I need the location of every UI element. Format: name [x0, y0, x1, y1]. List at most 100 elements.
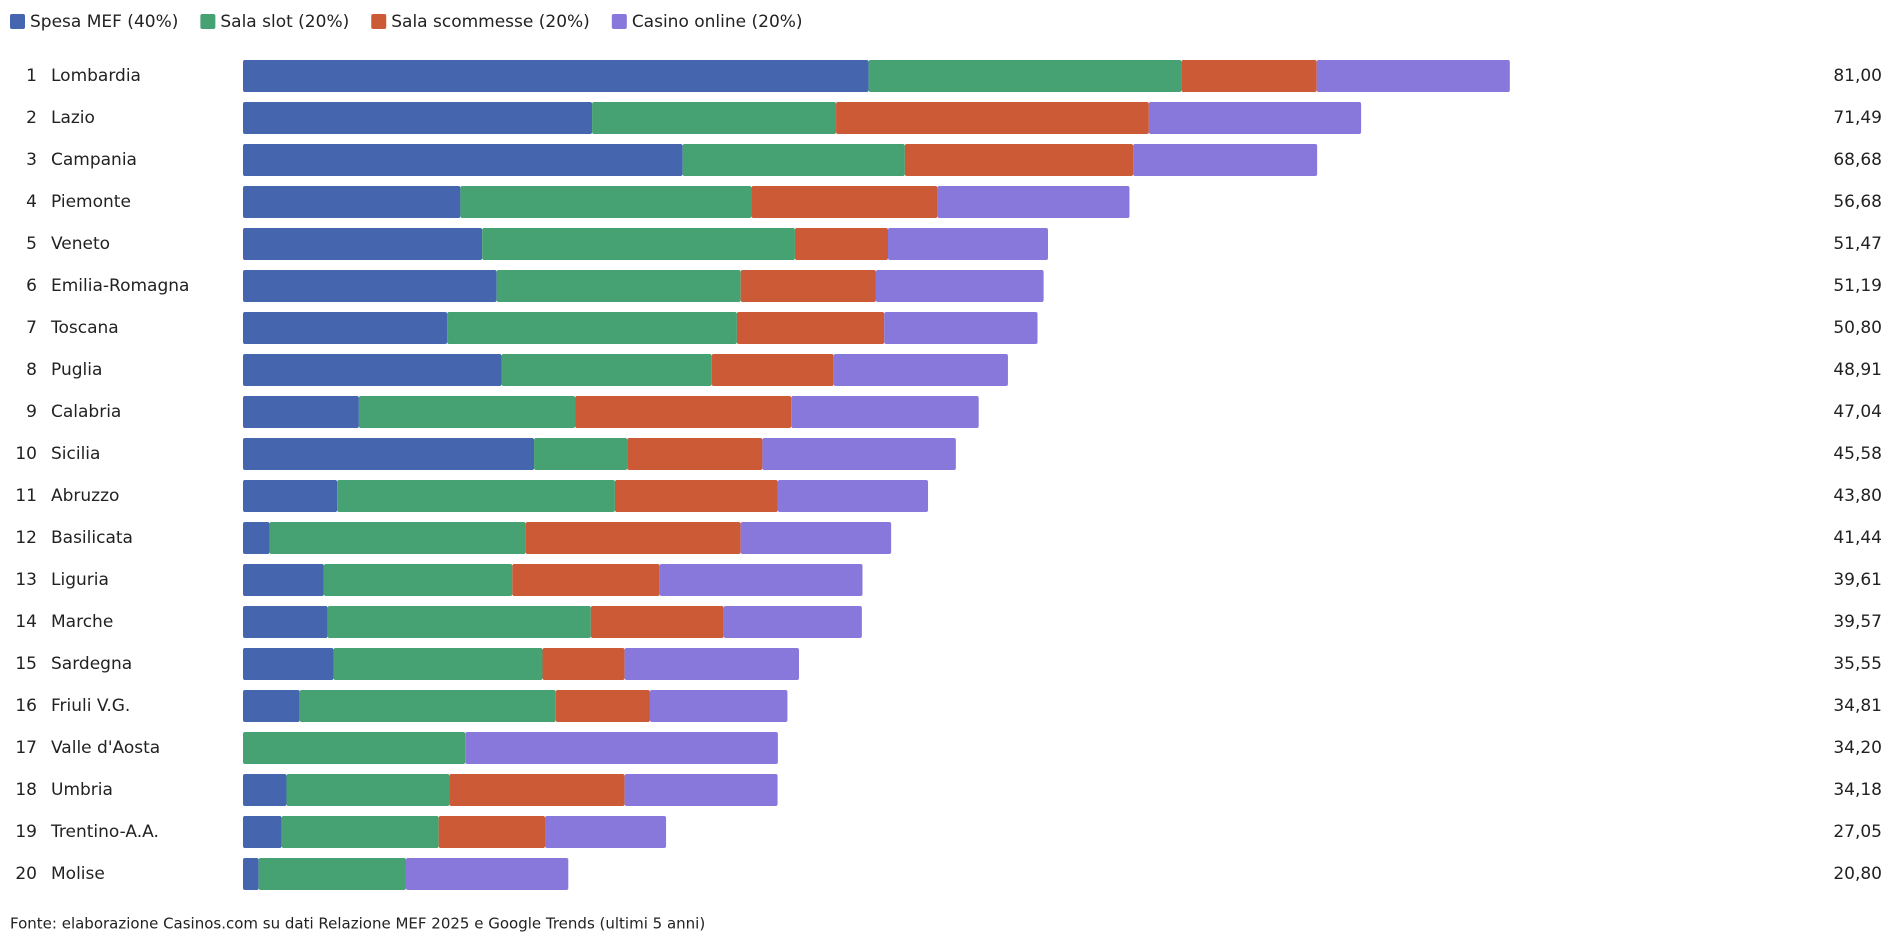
category-label: Calabria	[51, 402, 121, 422]
bar-segment	[243, 690, 300, 722]
bar-segment	[1148, 102, 1362, 134]
total-label: 47,04	[1833, 402, 1882, 422]
bar-segment	[534, 438, 628, 470]
bar-segment	[460, 186, 752, 218]
total-label: 34,81	[1833, 696, 1882, 716]
bar-segment	[777, 480, 929, 512]
legend-swatch	[10, 14, 25, 29]
bar-segment	[243, 522, 270, 554]
rank-label: 11	[15, 486, 37, 506]
category-label: Campania	[51, 150, 137, 170]
rank-label: 8	[26, 360, 37, 380]
bar-segment	[496, 270, 741, 302]
bar-segment	[649, 690, 788, 722]
bar-segment	[836, 102, 1149, 134]
bar-segment	[258, 858, 406, 890]
legend-label: Casino online (20%)	[632, 12, 803, 32]
total-label: 81,00	[1833, 66, 1882, 86]
bar-segment	[286, 774, 450, 806]
bar-segment	[243, 858, 259, 890]
rank-label: 20	[15, 864, 37, 884]
total-label: 34,20	[1833, 738, 1882, 758]
rank-label: 13	[15, 570, 37, 590]
bar-segment	[243, 774, 287, 806]
bar-segment	[1133, 144, 1318, 176]
category-label: Valle d'Aosta	[51, 738, 160, 758]
legend-label: Sala slot (20%)	[220, 12, 349, 32]
rank-label: 6	[26, 276, 37, 296]
bar-segment	[465, 732, 778, 764]
bar-segment	[333, 648, 543, 680]
category-label: Lombardia	[51, 66, 141, 86]
bar-segment	[1316, 60, 1510, 92]
bar-segment	[590, 606, 724, 638]
bar-segment	[791, 396, 979, 428]
bar-segment	[447, 312, 737, 344]
bar-segment	[243, 60, 869, 92]
rank-label: 19	[15, 822, 37, 842]
total-label: 71,49	[1833, 108, 1882, 128]
bar-segment	[545, 816, 667, 848]
category-label: Toscana	[50, 318, 119, 338]
bar-segment	[682, 144, 905, 176]
legend-label: Spesa MEF (40%)	[30, 12, 178, 32]
total-label: 41,44	[1833, 528, 1882, 548]
rank-label: 9	[26, 402, 37, 422]
total-label: 43,80	[1833, 486, 1882, 506]
rank-label: 16	[15, 696, 37, 716]
bar-segment	[243, 816, 282, 848]
category-label: Veneto	[51, 234, 110, 254]
bar-segment	[868, 60, 1182, 92]
bar-segment	[501, 354, 712, 386]
bar-segment	[243, 186, 461, 218]
bar-segment	[525, 522, 741, 554]
bar-segment	[904, 144, 1134, 176]
bar-segment	[243, 438, 535, 470]
bar-segment	[711, 354, 834, 386]
total-label: 50,80	[1833, 318, 1882, 338]
category-label: Friuli V.G.	[51, 696, 130, 716]
category-label: Basilicata	[51, 528, 133, 548]
bar-segment	[659, 564, 863, 596]
bar-segment	[762, 438, 956, 470]
bar-segment	[723, 606, 862, 638]
category-label: Puglia	[51, 360, 102, 380]
total-label: 34,18	[1833, 780, 1882, 800]
bar-segment	[937, 186, 1130, 218]
bar-segment	[592, 102, 837, 134]
bar-segment	[358, 396, 576, 428]
rank-label: 18	[15, 780, 37, 800]
bar-segment	[736, 312, 885, 344]
bar-segment	[740, 522, 892, 554]
total-label: 56,68	[1833, 192, 1882, 212]
bar-segment	[624, 774, 778, 806]
total-label: 39,57	[1833, 612, 1882, 632]
bar-segment	[833, 354, 1008, 386]
bar-segment	[243, 648, 334, 680]
bar-segment	[243, 606, 328, 638]
category-label: Emilia-Romagna	[51, 276, 189, 296]
bar-segment	[740, 270, 876, 302]
category-label: Umbria	[51, 780, 113, 800]
rank-label: 1	[26, 66, 37, 86]
legend-swatch	[371, 14, 387, 29]
bar-segment	[575, 396, 792, 428]
rank-label: 4	[26, 192, 37, 212]
category-label: Sardegna	[51, 654, 132, 674]
category-label: Marche	[51, 612, 113, 632]
rank-label: 10	[15, 444, 37, 464]
bar-segment	[555, 690, 650, 722]
category-label: Piemonte	[51, 192, 131, 212]
bar-segment	[512, 564, 660, 596]
total-label: 68,68	[1833, 150, 1882, 170]
total-label: 51,47	[1833, 234, 1882, 254]
total-label: 48,91	[1833, 360, 1882, 380]
bar-segment	[243, 396, 359, 428]
bar-segment	[243, 354, 502, 386]
bar-segment	[243, 228, 483, 260]
total-label: 39,61	[1833, 570, 1882, 590]
bar-segment	[627, 438, 763, 470]
rank-label: 3	[26, 150, 37, 170]
total-label: 45,58	[1833, 444, 1882, 464]
